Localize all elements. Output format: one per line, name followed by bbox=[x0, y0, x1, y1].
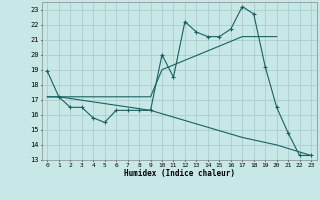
X-axis label: Humidex (Indice chaleur): Humidex (Indice chaleur) bbox=[124, 169, 235, 178]
